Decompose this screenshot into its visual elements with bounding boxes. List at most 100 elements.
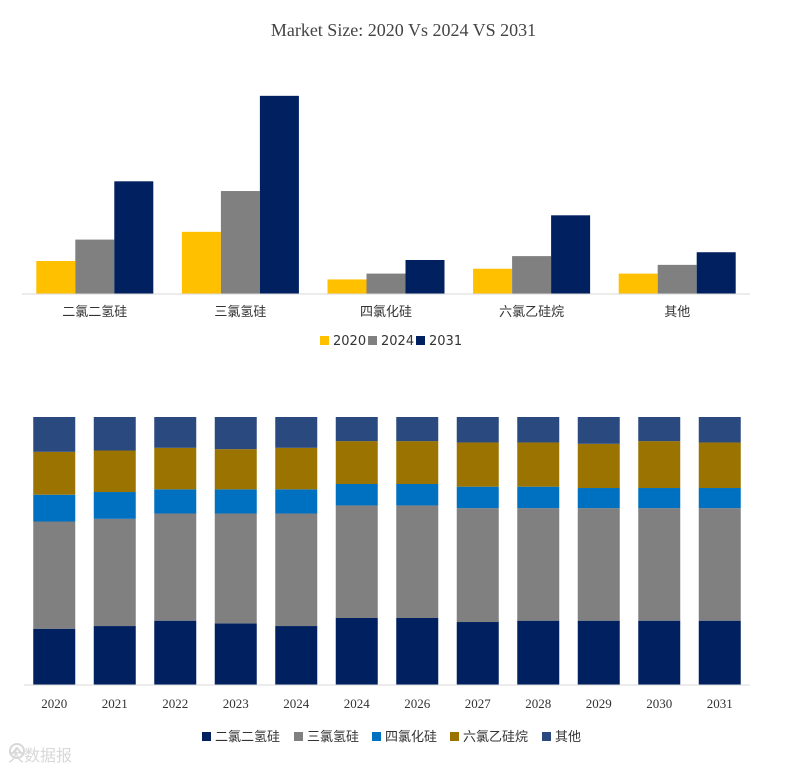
stack-segment-2-2 <box>154 489 197 514</box>
x-tick-label: 2029 <box>586 696 612 711</box>
legend-swatch-2020 <box>320 336 329 345</box>
stack-segment-2-10 <box>638 488 681 509</box>
stack-segment-2-5 <box>335 484 378 506</box>
stack-segment-4-5 <box>335 417 378 442</box>
stack-segment-0-5 <box>335 618 378 685</box>
stack-segment-2-9 <box>577 488 620 509</box>
stack-segment-3-10 <box>638 441 681 489</box>
stack-segment-4-11 <box>698 417 741 443</box>
stack-segment-1-10 <box>638 508 681 621</box>
bar-2031-2 <box>405 260 445 294</box>
stack-segment-4-4 <box>275 417 318 448</box>
legend-label-3: 六氯乙硅烷 <box>463 730 528 745</box>
market-size-bar-chart: 二氯二氢硅 三氯氢硅 四氯化硅 六氯乙硅烷 其他 2020 2024 2031 <box>22 95 750 349</box>
stack-segment-0-3 <box>214 623 257 685</box>
stack-segment-3-1 <box>93 450 136 493</box>
legend-swatch-2 <box>372 732 381 741</box>
stack-segment-0-4 <box>275 626 318 685</box>
legend-swatch-0 <box>202 732 211 741</box>
stack-segment-2-7 <box>456 486 499 509</box>
bar-2024-0 <box>75 239 115 294</box>
x-tick-label: 2024 <box>283 696 310 711</box>
legend-swatch-4 <box>542 732 551 741</box>
stack-segment-2-6 <box>396 484 439 506</box>
stack-segment-1-11 <box>698 508 741 621</box>
stack-segment-0-0 <box>33 628 76 685</box>
bar-2024-4 <box>657 264 697 294</box>
x-tick-label: 2024 <box>344 696 371 711</box>
stack-segment-1-9 <box>577 508 620 621</box>
x-tick-label: 2028 <box>525 696 551 711</box>
x-tick-label: 2030 <box>646 696 672 711</box>
legend-label-2: 四氯化硅 <box>385 730 437 745</box>
stack-segment-2-4 <box>275 489 318 514</box>
bar-2031-3 <box>551 215 591 294</box>
stack-segment-4-7 <box>456 417 499 443</box>
x-tick-label: 三氯氢硅 <box>214 305 266 320</box>
stack-segment-2-8 <box>517 486 560 509</box>
stack-segment-3-4 <box>275 447 318 490</box>
bar-2020-1 <box>181 231 221 294</box>
stack-segment-3-7 <box>456 442 499 487</box>
bar-2020-4 <box>618 273 658 294</box>
x-tick-label: 2027 <box>465 696 492 711</box>
stack-segment-1-1 <box>93 518 136 627</box>
stack-segment-2-0 <box>33 494 76 522</box>
stack-segment-1-2 <box>154 513 197 621</box>
watermark-logo-icon <box>9 743 25 759</box>
x-tick-label: 2026 <box>404 696 431 711</box>
x-tick-label: 四氯化硅 <box>360 305 412 320</box>
x-tick-label: 二氯二氢硅 <box>62 305 127 320</box>
x-tick-label: 2023 <box>223 696 249 711</box>
stack-segment-4-9 <box>577 417 620 444</box>
stack-segment-1-3 <box>214 513 257 624</box>
stack-segment-1-7 <box>456 508 499 623</box>
legend-swatch-3 <box>450 732 459 741</box>
legend-label-0: 二氯二氢硅 <box>215 730 280 745</box>
bar-2020-0 <box>36 260 76 294</box>
x-tick-label: 其他 <box>664 305 690 320</box>
stack-segment-3-8 <box>517 442 560 487</box>
stack-segment-0-8 <box>517 620 560 685</box>
bar-2024-2 <box>366 273 406 294</box>
legend-label-1: 三氯氢硅 <box>307 730 359 745</box>
stack-segment-1-8 <box>517 508 560 621</box>
stack-segment-0-9 <box>577 620 620 685</box>
x-tick-label: 2020 <box>41 696 67 711</box>
legend-swatch-1 <box>294 732 303 741</box>
stack-segment-4-0 <box>33 417 76 452</box>
stack-segment-3-9 <box>577 443 620 489</box>
stack-segment-0-10 <box>638 620 681 685</box>
stack-segment-0-6 <box>396 618 439 685</box>
x-tick-label: 2022 <box>162 696 188 711</box>
legend-swatch-2024 <box>368 336 377 345</box>
watermark: 大数据报 <box>8 742 72 766</box>
stack-segment-4-10 <box>638 417 681 442</box>
legend-label-2031: 2031 <box>429 334 462 349</box>
x-tick-label: 2021 <box>102 696 128 711</box>
stack-segment-2-3 <box>214 489 257 514</box>
stack-segment-2-1 <box>93 492 136 519</box>
stack-segment-3-0 <box>33 451 76 495</box>
stack-segment-1-0 <box>33 521 76 629</box>
chart-title: Market Size: 2020 Vs 2024 VS 2031 <box>270 20 537 40</box>
legend-label-2024: 2024 <box>381 334 414 349</box>
stack-segment-4-1 <box>93 417 136 451</box>
stack-segment-3-11 <box>698 442 741 489</box>
stack-segment-4-6 <box>396 417 439 442</box>
stack-segment-2-11 <box>698 488 741 509</box>
stack-segment-4-8 <box>517 417 560 443</box>
stack-segment-3-2 <box>154 447 197 490</box>
stack-segment-1-6 <box>396 505 439 618</box>
stack-segment-0-11 <box>698 620 741 685</box>
stack-segment-0-1 <box>93 626 136 685</box>
stack-segment-3-6 <box>396 441 439 484</box>
stack-segment-1-4 <box>275 513 318 627</box>
bar-2031-0 <box>114 181 154 294</box>
bar-2020-2 <box>327 279 367 294</box>
stack-segment-0-2 <box>154 620 197 685</box>
bar-2024-3 <box>512 256 552 294</box>
bar-2024-1 <box>220 191 260 294</box>
stack-segment-1-5 <box>335 505 378 618</box>
